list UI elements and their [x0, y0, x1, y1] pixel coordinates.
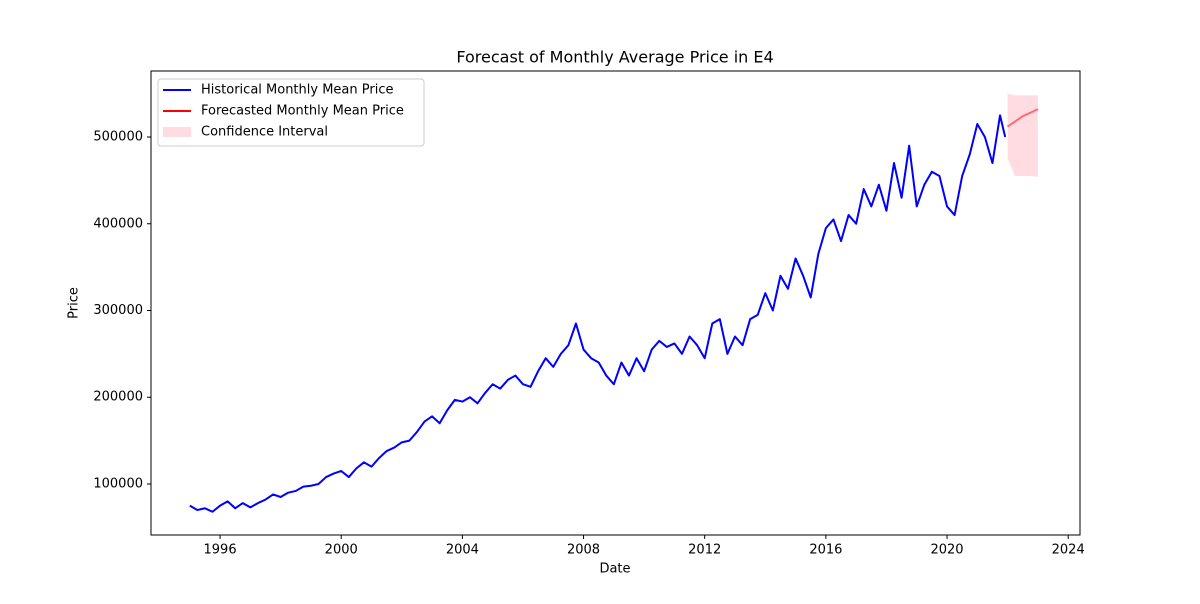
x-tick-label: 2008 — [567, 543, 600, 558]
legend-box — [157, 78, 425, 147]
legend-swatch — [163, 127, 191, 137]
chart-title: Forecast of Monthly Average Price in E4 — [456, 48, 773, 67]
x-tick-label: 2000 — [325, 543, 358, 558]
legend-label: Confidence Interval — [201, 125, 328, 140]
x-tick-label: 2012 — [688, 543, 721, 558]
y-tick-label: 300000 — [93, 303, 143, 318]
legend-label: Historical Monthly Mean Price — [201, 83, 393, 98]
y-axis-label: Price — [67, 287, 82, 319]
legend-label: Forecasted Monthly Mean Price — [201, 104, 404, 119]
plot-frame — [150, 70, 1081, 536]
x-tick-label: 2024 — [1052, 543, 1085, 558]
confidence-band — [1007, 93, 1038, 177]
x-tick-label: 2016 — [809, 543, 842, 558]
y-tick-label: 200000 — [93, 390, 143, 405]
legend: Historical Monthly Mean Price Forecasted … — [157, 78, 425, 147]
x-tick-label: 2020 — [930, 543, 963, 558]
x-tick-label: 2004 — [446, 543, 479, 558]
y-tick-label: 100000 — [93, 476, 143, 491]
y-tick-label: 400000 — [93, 216, 143, 231]
x-tick-label: 1996 — [204, 543, 237, 558]
y-tick-label: 500000 — [93, 130, 143, 145]
x-axis-label: Date — [599, 562, 630, 577]
series-line — [189, 114, 1007, 513]
